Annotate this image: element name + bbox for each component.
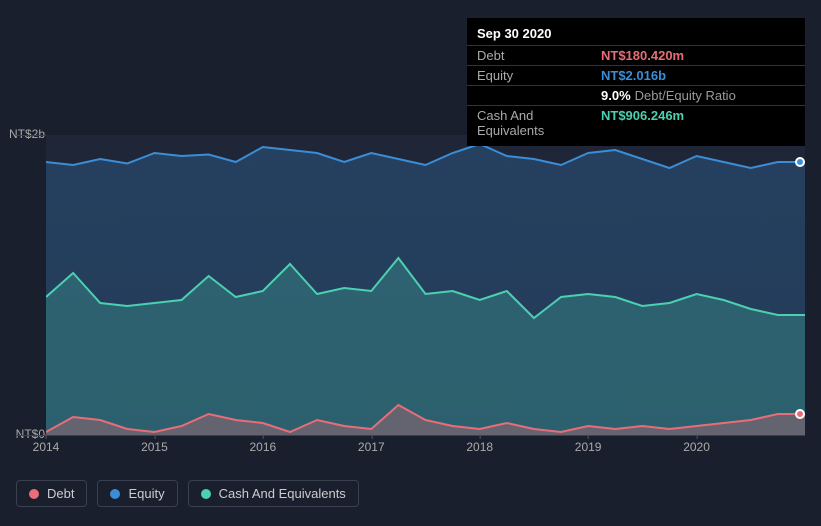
tooltip-value: 9.0%Debt/Equity Ratio bbox=[601, 88, 736, 103]
x-axis-label: 2019 bbox=[575, 440, 602, 454]
marker-equity bbox=[795, 157, 805, 167]
x-axis-label: 2016 bbox=[249, 440, 276, 454]
legend-swatch bbox=[110, 489, 120, 499]
gridline-bottom bbox=[16, 435, 805, 436]
legend-swatch bbox=[29, 489, 39, 499]
legend-item-equity[interactable]: Equity bbox=[97, 480, 177, 507]
chart-tooltip: Sep 30 2020 DebtNT$180.420mEquityNT$2.01… bbox=[467, 18, 805, 146]
financial-chart: NT$2bNT$0 2014201520162017201820192020 bbox=[16, 120, 805, 510]
tooltip-value: NT$2.016b bbox=[601, 68, 666, 83]
tooltip-label: Cash And Equivalents bbox=[477, 108, 601, 138]
legend-item-cash-and-equivalents[interactable]: Cash And Equivalents bbox=[188, 480, 359, 507]
legend-label: Equity bbox=[128, 486, 164, 501]
legend-item-debt[interactable]: Debt bbox=[16, 480, 87, 507]
marker-debt bbox=[795, 409, 805, 419]
x-axis-label: 2018 bbox=[466, 440, 493, 454]
legend-label: Debt bbox=[47, 486, 74, 501]
tooltip-date: Sep 30 2020 bbox=[467, 24, 805, 45]
legend-label: Cash And Equivalents bbox=[219, 486, 346, 501]
tooltip-value: NT$180.420m bbox=[601, 48, 684, 63]
y-axis-label: NT$2b bbox=[0, 127, 45, 141]
tooltip-label: Equity bbox=[477, 68, 601, 83]
tooltip-label bbox=[477, 88, 601, 103]
tooltip-label: Debt bbox=[477, 48, 601, 63]
plot-area[interactable] bbox=[46, 135, 805, 435]
tooltip-row: 9.0%Debt/Equity Ratio bbox=[467, 85, 805, 105]
legend-swatch bbox=[201, 489, 211, 499]
tooltip-row: Cash And EquivalentsNT$906.246m bbox=[467, 105, 805, 140]
x-axis-label: 2014 bbox=[33, 440, 60, 454]
y-axis-label: NT$0 bbox=[0, 427, 45, 441]
legend: Debt Equity Cash And Equivalents bbox=[16, 480, 359, 507]
tooltip-row: EquityNT$2.016b bbox=[467, 65, 805, 85]
x-axis-label: 2017 bbox=[358, 440, 385, 454]
tooltip-suffix: Debt/Equity Ratio bbox=[635, 88, 736, 103]
x-axis-label: 2020 bbox=[683, 440, 710, 454]
x-axis: 2014 2015 2016 2017 2018 2019 2020 bbox=[16, 440, 805, 470]
tooltip-row: DebtNT$180.420m bbox=[467, 45, 805, 65]
x-axis-label: 2015 bbox=[141, 440, 168, 454]
tooltip-value: NT$906.246m bbox=[601, 108, 684, 138]
